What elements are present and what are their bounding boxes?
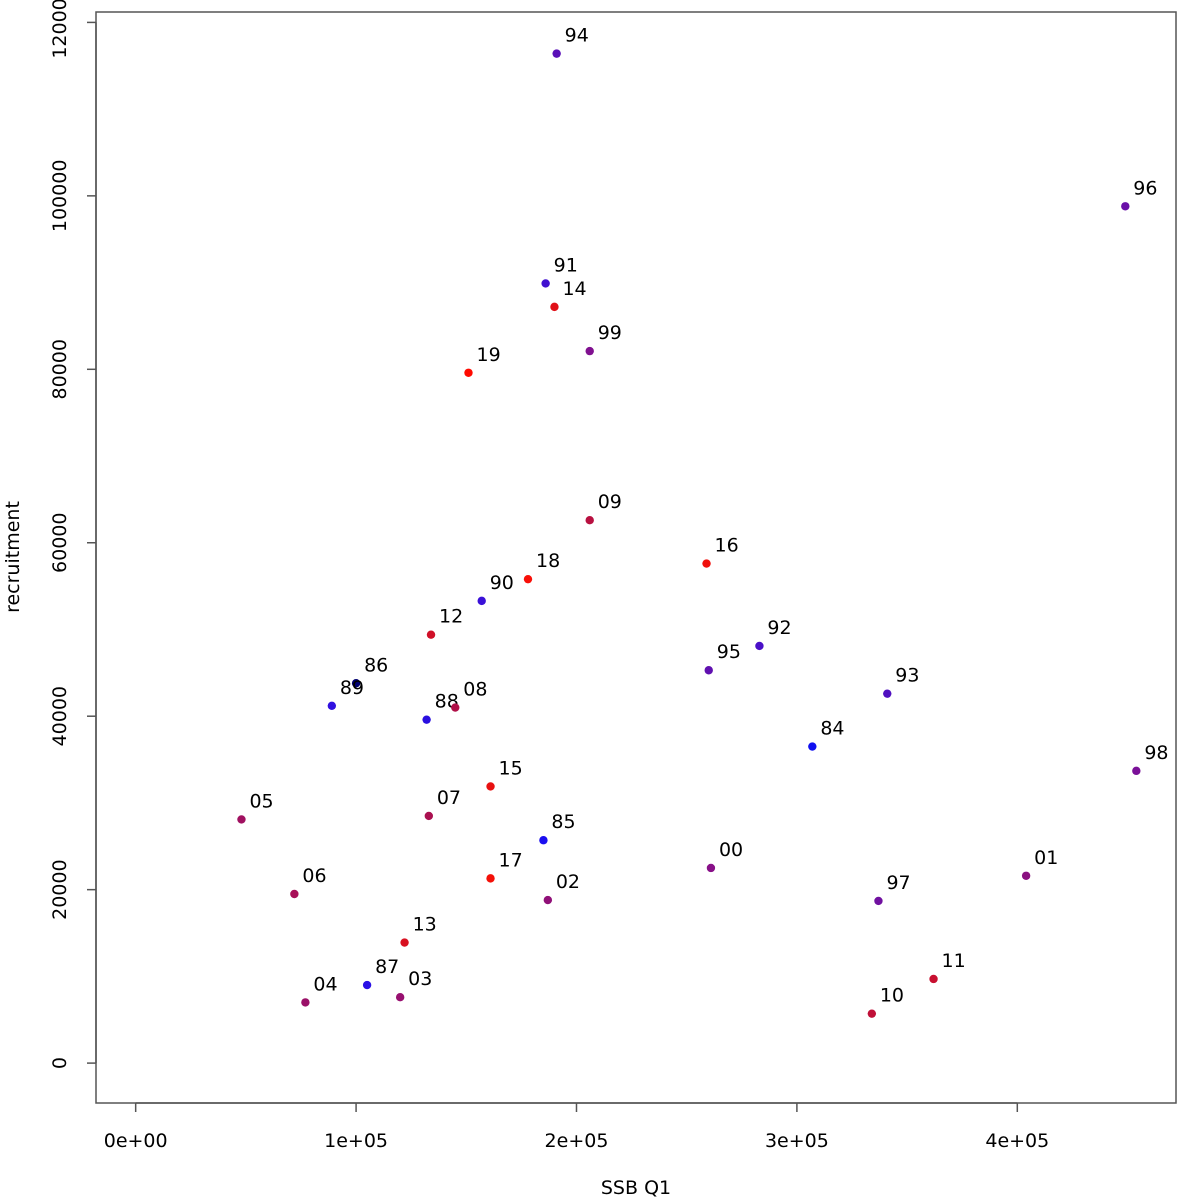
point-label: 15 (499, 757, 523, 779)
point-label: 00 (719, 839, 743, 861)
data-point (451, 703, 460, 712)
data-point (362, 980, 372, 990)
y-tick-label: 120000 (49, 0, 71, 59)
data-point (426, 630, 436, 639)
point-label: 94 (565, 25, 589, 47)
x-tick-label: 1e+05 (324, 1130, 388, 1152)
data-point (585, 516, 594, 525)
point-label: 90 (490, 572, 514, 594)
x-tick-label: 2e+05 (545, 1130, 609, 1152)
point-label: 99 (598, 322, 622, 344)
point-label: 05 (249, 790, 273, 812)
data-point (867, 1009, 877, 1018)
data-point (541, 279, 550, 288)
y-tick-label: 100000 (49, 160, 71, 233)
data-point (1021, 871, 1031, 880)
point-label: 07 (437, 787, 461, 809)
data-point (550, 302, 559, 312)
data-point (552, 49, 561, 58)
data-point (422, 715, 431, 724)
data-point (883, 689, 892, 698)
x-axis: 0e+00 1e+05 2e+05 3e+05 4e+05 (104, 1102, 1049, 1152)
point-label: 06 (302, 865, 326, 887)
data-point (290, 889, 299, 899)
point-label: 17 (499, 849, 523, 871)
point-label: 93 (895, 665, 919, 687)
x-axis-title: SSB Q1 (601, 1177, 671, 1199)
point-label: 09 (598, 491, 622, 513)
x-tick-label: 4e+05 (985, 1130, 1049, 1152)
point-label: 95 (717, 641, 741, 663)
y-tick-label: 20000 (49, 859, 71, 919)
data-point (400, 938, 409, 947)
point-label: 11 (942, 950, 966, 972)
data-point (755, 641, 764, 651)
point-label: 91 (554, 254, 578, 276)
y-axis-title: recruitment (2, 501, 24, 613)
point-label: 13 (413, 914, 437, 936)
y-tick-label: 40000 (49, 686, 71, 746)
y-tick-label: 60000 (49, 513, 71, 573)
data-point (585, 346, 594, 356)
data-point (477, 596, 486, 606)
data-point (395, 992, 405, 1002)
data-point (539, 836, 548, 845)
data-point (874, 896, 883, 906)
data-point (237, 815, 246, 824)
point-label: 98 (1144, 742, 1168, 764)
data-point (543, 895, 553, 905)
point-label: 96 (1133, 177, 1157, 199)
point-label: 08 (463, 679, 487, 701)
point-label: 84 (820, 718, 844, 740)
point-label: 16 (715, 535, 739, 557)
data-point (706, 863, 716, 873)
point-label: 01 (1034, 847, 1058, 869)
point-label: 04 (313, 973, 337, 995)
point-label: 87 (375, 956, 399, 978)
data-point (929, 974, 938, 984)
x-tick-label: 0e+00 (104, 1130, 168, 1152)
point-label: 18 (536, 550, 560, 572)
data-point (523, 574, 533, 584)
data-point (301, 998, 310, 1007)
point-label: 19 (476, 344, 500, 366)
data-point (704, 666, 713, 675)
point-label: 03 (408, 968, 432, 990)
point-label: 97 (886, 872, 910, 894)
y-axis: 0 20000 40000 60000 80000 100000 120000 (49, 0, 97, 1069)
point-label: 86 (364, 654, 388, 676)
data-point (808, 742, 817, 751)
point-label: 12 (439, 606, 463, 628)
point-label: 14 (562, 278, 586, 300)
plot-frame (95, 11, 1177, 1104)
point-label: 89 (340, 677, 364, 699)
data-point (464, 368, 473, 377)
data-point (327, 701, 337, 710)
data-point (1121, 202, 1130, 211)
y-tick-label: 80000 (49, 339, 71, 399)
data-point (486, 782, 495, 791)
point-label: 92 (767, 617, 791, 639)
data-point (486, 874, 495, 883)
data-point (351, 679, 361, 688)
data-point (702, 559, 711, 568)
point-label: 10 (880, 985, 904, 1007)
point-label: 02 (556, 871, 580, 893)
data-point (424, 811, 434, 821)
point-label: 85 (551, 811, 575, 833)
data-point (1132, 766, 1141, 776)
x-tick-label: 3e+05 (765, 1130, 829, 1152)
y-tick-label: 0 (49, 1057, 71, 1069)
